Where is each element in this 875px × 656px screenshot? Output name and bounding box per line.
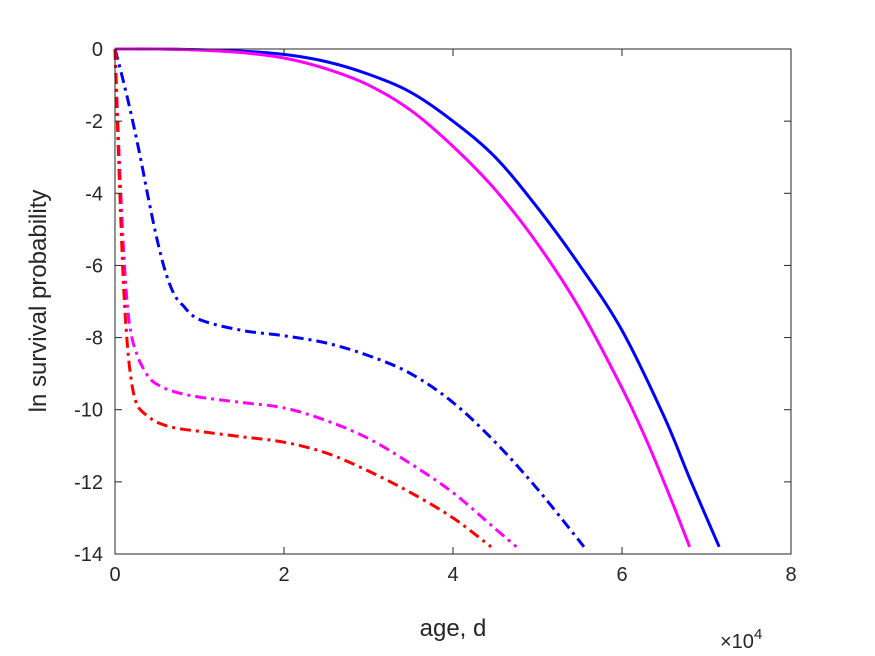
x-axis-label: age, d <box>420 615 487 642</box>
series-layer <box>113 47 721 548</box>
x-tick-label: 8 <box>785 564 796 586</box>
plot-area <box>115 49 791 554</box>
y-tick-label: 0 <box>92 39 103 61</box>
y-tick-label: -12 <box>74 472 103 494</box>
series-line-3 <box>113 48 586 548</box>
y-tick-label: -14 <box>74 544 103 566</box>
x-multiplier-base: ×10 <box>720 631 754 653</box>
x-multiplier-exponent: 4 <box>754 626 762 643</box>
series-line-5 <box>113 48 492 548</box>
x-tick-label: 6 <box>616 564 627 586</box>
y-tick-label: -8 <box>85 328 103 350</box>
y-tick-label: -4 <box>85 183 103 205</box>
tick-layer: 0 2 4 6 8 0 -2 -4 -6 -8 -10 -12 -14 <box>74 39 796 586</box>
y-tick-label: -10 <box>74 400 103 422</box>
x-tick-label: 0 <box>109 564 120 586</box>
x-tick-label: 4 <box>447 564 458 586</box>
x-multiplier-label: ×104 <box>720 626 762 653</box>
y-tick-label: -2 <box>85 111 103 133</box>
series-line-2 <box>114 47 691 548</box>
y-axis-label: ln survival probability <box>25 190 52 413</box>
y-tick-label: -6 <box>85 255 103 277</box>
x-tick-label: 2 <box>278 564 289 586</box>
